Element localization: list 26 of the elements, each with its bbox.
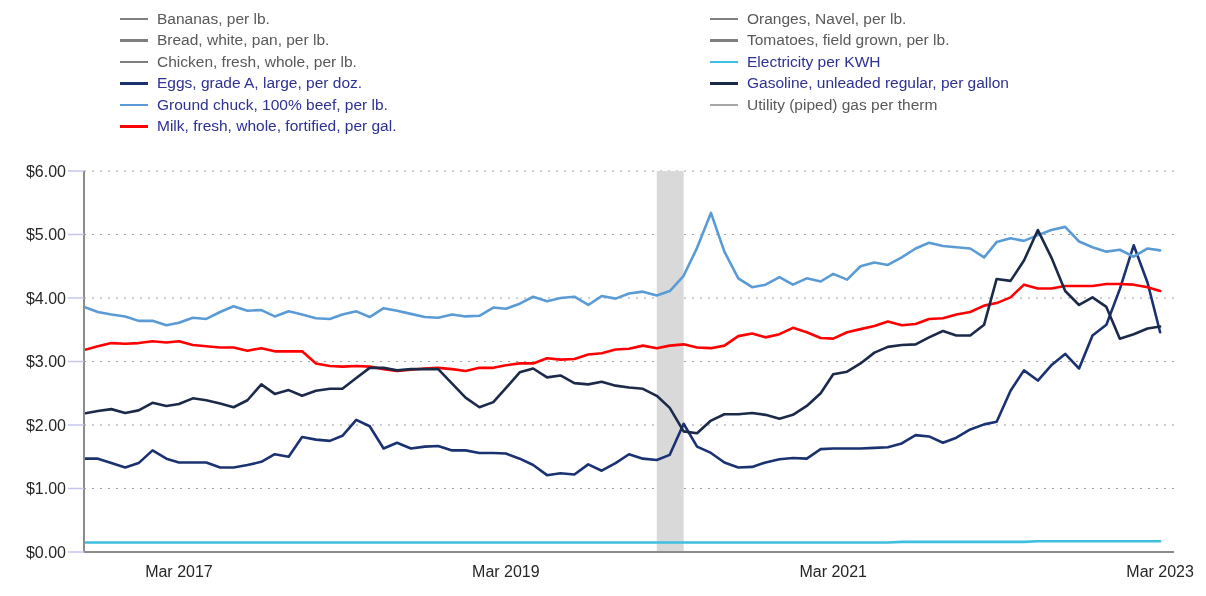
x-tick-label: Mar 2017 [145, 563, 213, 581]
legend-label: Eggs, grade A, large, per doz. [157, 74, 363, 93]
y-tick-label: $5.00 [25, 226, 67, 244]
legend-label: Oranges, Navel, per lb. [747, 9, 907, 28]
x-tick-label: Mar 2023 [1126, 563, 1195, 581]
legend-label: Utility (piped) gas per therm [747, 95, 938, 114]
y-tick-label: $3.00 [25, 353, 67, 371]
x-tick-label: Mar 2019 [472, 563, 540, 581]
line-series [84, 282, 1162, 373]
legend-label: Tomatoes, field grown, per lb. [747, 31, 950, 50]
legend-label: Gasoline, unleaded regular, per gallon [747, 74, 1009, 93]
legend-label: Bread, white, pan, per lb. [157, 31, 330, 50]
line-series [84, 211, 1162, 327]
x-tick-label: Mar 2021 [799, 563, 868, 581]
y-tick-label: $1.00 [25, 480, 67, 498]
line-series [84, 228, 1162, 435]
legend-label: Electricity per KWH [747, 52, 881, 71]
y-tick-label: $6.00 [25, 162, 67, 180]
legend-label: Milk, fresh, whole, fortified, per gal. [157, 117, 397, 136]
legend-label: Chicken, fresh, whole, per lb. [157, 52, 357, 71]
y-tick-label: $4.00 [25, 289, 67, 307]
legend-label: Bananas, per lb. [157, 9, 270, 28]
line-series [84, 244, 1162, 477]
y-tick-label: $2.00 [25, 416, 67, 434]
y-tick-label: $0.00 [25, 543, 67, 561]
legend-label: Ground chuck, 100% beef, per lb. [157, 95, 388, 114]
